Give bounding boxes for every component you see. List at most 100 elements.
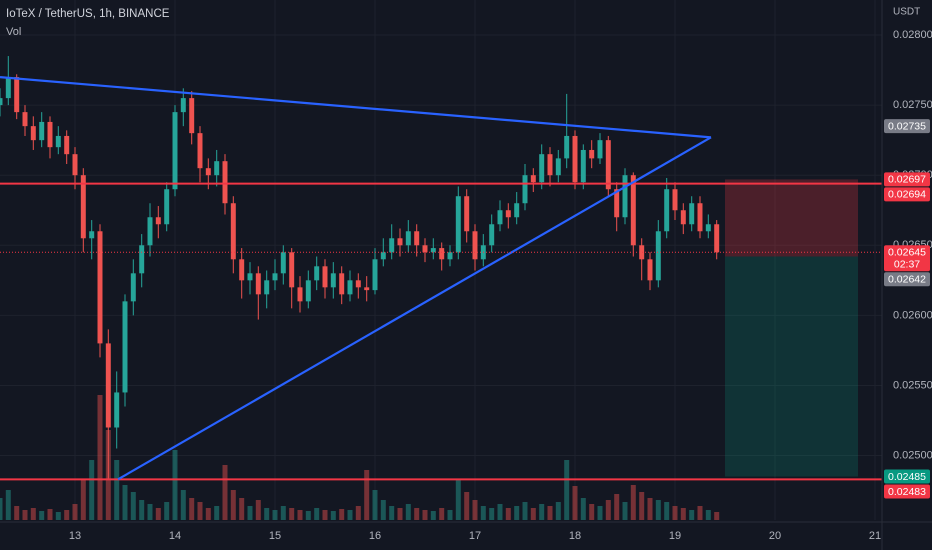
volume-bar: [147, 504, 153, 520]
volume-bar: [689, 510, 695, 520]
x-tick-label: 16: [369, 530, 381, 542]
candle-body: [305, 280, 311, 302]
volume-pane: [0, 395, 720, 520]
price-tag: [884, 245, 930, 272]
y-tick-label: 0.02600: [893, 309, 932, 321]
volume-bar: [555, 502, 561, 520]
volume-bar: [664, 502, 670, 520]
volume-bar: [347, 510, 353, 520]
position-box: [725, 179, 858, 477]
volume-bar: [389, 506, 395, 520]
candle-body: [689, 203, 695, 225]
candle-body: [605, 140, 611, 190]
price-tag-label: 0.02485: [888, 471, 926, 483]
candle-body: [589, 149, 595, 159]
candle-body: [289, 252, 295, 288]
candle-body: [497, 210, 503, 225]
volume-bar: [47, 509, 53, 520]
volume-bar: [72, 504, 78, 520]
volume-bar: [305, 511, 311, 520]
volume-bar: [480, 506, 486, 520]
volume-bar: [205, 508, 211, 520]
volume-bar: [247, 506, 253, 520]
volume-bar: [97, 395, 103, 520]
candle-body: [447, 252, 453, 260]
price-tag: [884, 119, 930, 134]
candle-body: [639, 245, 645, 260]
candle-body: [80, 175, 86, 239]
candle-body: [697, 203, 703, 232]
volume-bar: [289, 508, 295, 520]
candle-body: [372, 259, 378, 291]
price-tag: [884, 187, 930, 202]
candle-body: [130, 273, 136, 302]
candle-body: [380, 252, 386, 260]
candle-body: [455, 196, 461, 253]
volume-bar: [630, 485, 636, 520]
countdown: 02:37: [894, 259, 920, 271]
candle-body: [30, 126, 36, 141]
volume-bar: [447, 510, 453, 520]
volume-bar: [5, 490, 11, 520]
volume-bar: [280, 506, 286, 520]
candle-body: [147, 217, 153, 246]
volume-bar: [572, 486, 578, 520]
volume-bar: [372, 490, 378, 520]
candle-body: [0, 98, 3, 106]
volume-bar: [439, 508, 445, 520]
volume-bar: [455, 480, 461, 520]
chart-title: IoTeX / TetherUS, 1h, BINANCE: [6, 8, 170, 20]
volume-bar: [655, 500, 661, 520]
volume-bar: [255, 500, 261, 520]
volume-bar: [55, 512, 61, 520]
volume-bar: [364, 470, 370, 520]
candle-body: [97, 231, 103, 344]
candle-body: [389, 238, 395, 253]
candle-body: [214, 161, 220, 176]
candle-body: [314, 266, 320, 281]
x-tick-label: 18: [569, 530, 581, 542]
candle-body: [464, 196, 470, 232]
y-tick-label: 0.02500: [893, 449, 932, 461]
candle-body: [180, 98, 186, 113]
candle-body: [439, 248, 445, 260]
candles: [0, 56, 720, 480]
candle-body: [222, 161, 228, 204]
candle-body: [14, 77, 20, 113]
drawings: [0, 75, 882, 481]
volume-bar: [297, 510, 303, 520]
volume-bar: [264, 508, 270, 520]
volume-bar: [547, 506, 553, 520]
candle-body: [564, 135, 570, 159]
candle-body: [489, 224, 495, 246]
price-tag: [884, 172, 930, 187]
candle-body: [597, 140, 603, 159]
candle-body: [22, 112, 28, 127]
volume-bar: [155, 508, 161, 520]
candle-body: [114, 392, 120, 428]
candle-body: [139, 245, 145, 274]
candle-body: [172, 112, 178, 190]
volume-bar: [564, 460, 570, 520]
volume-bar: [605, 500, 611, 520]
candle-body: [505, 210, 511, 218]
candle-body: [614, 189, 620, 218]
candle-body: [64, 135, 70, 155]
volume-bar: [489, 508, 495, 520]
volume-bar: [414, 508, 420, 520]
volume-bar: [172, 450, 178, 520]
price-tag-label: 0.02645: [888, 247, 926, 259]
candle-body: [705, 224, 711, 232]
volume-bar: [464, 492, 470, 520]
candle-body: [264, 280, 270, 295]
volume-bar: [589, 504, 595, 520]
candle-body: [239, 259, 245, 281]
volume-bar: [705, 510, 711, 520]
candle-body: [539, 154, 545, 183]
x-tick-label: 19: [669, 530, 681, 542]
candle-body: [514, 203, 520, 218]
volume-bar: [197, 502, 203, 520]
volume-bar: [222, 465, 228, 520]
volume-bar: [180, 490, 186, 520]
candle-body: [155, 217, 161, 225]
